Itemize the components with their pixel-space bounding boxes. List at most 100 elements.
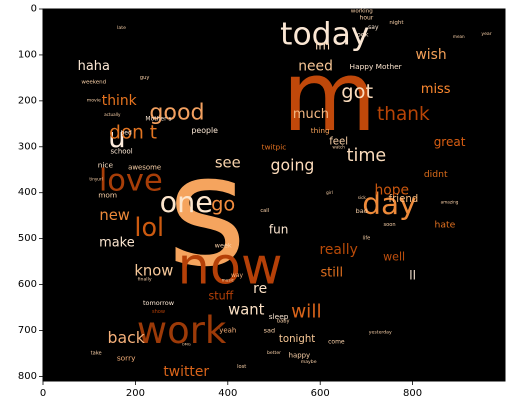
- word-back: back: [107, 328, 145, 347]
- word-sleep: sleep: [269, 312, 289, 321]
- word-want: want: [228, 301, 264, 318]
- word-working: working: [351, 8, 373, 14]
- word-twitpic: twitpic: [262, 142, 287, 151]
- word-twitter: twitter: [163, 364, 209, 380]
- word-mom: mom: [98, 191, 117, 200]
- word-night: night: [389, 20, 404, 26]
- word-don-t: don t: [109, 123, 157, 144]
- word-people: people: [191, 126, 218, 135]
- x-tick-label: 200: [126, 388, 145, 399]
- word-happy-mother: Happy Mother: [350, 62, 403, 71]
- word-yeah: yeah: [219, 326, 236, 334]
- word-finally: finally: [138, 276, 152, 282]
- word-wish: wish: [415, 47, 446, 63]
- word-watch: watch: [332, 144, 345, 149]
- y-tick-label: 500: [18, 233, 37, 244]
- word-thank: thank: [377, 104, 430, 125]
- word-take: take: [91, 350, 102, 356]
- word-music: music: [222, 277, 235, 282]
- word-life: life: [363, 236, 371, 242]
- word-thing: thing: [311, 126, 330, 135]
- y-tick-label: 400: [18, 187, 37, 198]
- word-new: new: [99, 207, 130, 224]
- word-sick: sick: [358, 195, 367, 200]
- word-nice: nice: [98, 161, 114, 170]
- word-school: school: [110, 147, 132, 155]
- word-maybe: maybe: [301, 359, 317, 365]
- word-today: today: [280, 16, 369, 52]
- y-tick-label: 0: [31, 4, 37, 15]
- word-lol: lol: [134, 212, 164, 242]
- word-come: come: [328, 338, 345, 345]
- word-mean: mean: [453, 34, 465, 39]
- word-awesome: awesome: [128, 163, 161, 171]
- word-girl: girl: [326, 190, 333, 195]
- x-tick-label: 800: [403, 388, 422, 399]
- x-tick-label: 400: [218, 388, 237, 399]
- word-will: will: [291, 302, 322, 323]
- word-going: going: [271, 156, 315, 175]
- word-haha: haha: [78, 59, 110, 74]
- word-m: m: [282, 40, 377, 153]
- y-tick-label: 100: [18, 49, 37, 60]
- word-tinyurl: tinyurl: [89, 176, 102, 181]
- x-tick-label: 600: [311, 388, 330, 399]
- word-ll: ll: [409, 268, 416, 282]
- word-didnt: didnt: [424, 169, 448, 180]
- word-tomorrow: tomorrow: [143, 299, 175, 307]
- y-tick-label: 200: [18, 95, 37, 106]
- word-weekend: weekend: [81, 79, 106, 85]
- word-good: good: [149, 99, 204, 125]
- word-im: im: [315, 39, 330, 53]
- word-movie: movie: [87, 97, 101, 103]
- y-tick-label: 300: [18, 141, 37, 152]
- y-axis: 0 100 200 300 400 500 600 700 800: [18, 4, 43, 382]
- y-tick-label: 700: [18, 325, 37, 336]
- word-well: well: [383, 251, 405, 264]
- word-call: call: [260, 208, 269, 214]
- word-omg: OMG: [182, 342, 191, 346]
- y-tick-label: 800: [18, 371, 37, 382]
- word-now: now: [178, 237, 283, 296]
- word-think: think: [102, 93, 137, 109]
- word-mother-s: Mother s: [145, 116, 171, 123]
- word-feel: feel: [329, 137, 348, 148]
- word-day: day: [362, 187, 416, 221]
- word-hour: hour: [360, 15, 374, 22]
- word-hate: hate: [435, 219, 456, 230]
- word-week: week: [215, 242, 232, 250]
- word-work: work: [137, 309, 227, 352]
- word-yesterday: yesterday: [369, 329, 392, 335]
- word-much: much: [293, 107, 329, 122]
- word-soon: soon: [383, 222, 395, 228]
- word-make: make: [99, 236, 135, 251]
- word-got: got: [341, 80, 373, 103]
- word-go: go: [211, 193, 235, 216]
- word-guy: guy: [140, 75, 149, 81]
- word-friend: friend: [389, 194, 419, 205]
- word-still: still: [320, 266, 343, 281]
- x-axis: 0 200 400 600 800: [40, 381, 422, 399]
- word-bad: bad: [356, 207, 368, 215]
- word-know: know: [134, 262, 173, 279]
- word-late: late: [117, 25, 126, 31]
- word-better: better: [267, 350, 281, 356]
- word-show: show: [152, 309, 165, 315]
- word-hope: hope: [375, 182, 410, 198]
- word-u: u: [108, 121, 126, 154]
- word-see: see: [215, 154, 241, 171]
- word-one: one: [160, 185, 213, 219]
- word-say: say: [368, 24, 379, 31]
- word-sorry: sorry: [117, 354, 136, 363]
- word-look: look: [355, 30, 369, 38]
- word-time: time: [347, 146, 387, 166]
- word-lost: lost: [237, 364, 246, 370]
- word-re: re: [253, 281, 267, 297]
- word-really: really: [320, 242, 358, 258]
- word-amazing: amazing: [441, 199, 459, 204]
- word-need: need: [298, 58, 333, 74]
- word-bed: bed: [121, 130, 133, 137]
- word-s: s: [167, 122, 246, 300]
